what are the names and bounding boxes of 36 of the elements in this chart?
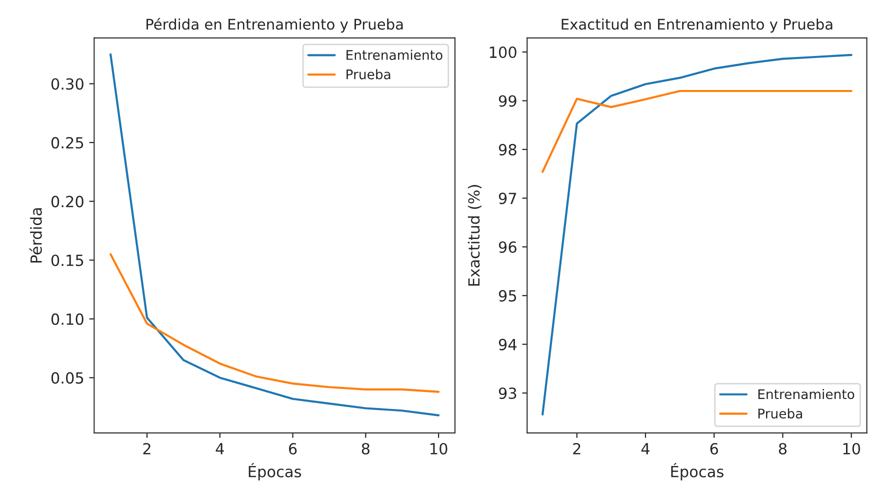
- x-axis-title: Épocas: [671, 463, 724, 480]
- line-series: [110, 253, 440, 393]
- legend-label: Prueba: [758, 408, 802, 419]
- y-tick-label: 97: [498, 192, 516, 204]
- x-tick-label: 8: [362, 442, 370, 455]
- x-tick-label: 6: [288, 442, 297, 455]
- legend-label: Entrenamiento: [346, 50, 442, 60]
- legend-label: Prueba: [346, 69, 390, 80]
- y-tick-label: 94: [498, 338, 517, 350]
- y-tick-label: 0.30: [51, 78, 84, 90]
- y-tick-label: 99: [498, 95, 516, 107]
- x-tick-label: 8: [778, 442, 787, 455]
- line-series: [542, 90, 852, 173]
- x-tick-label: 2: [143, 442, 150, 454]
- x-tick-label: 6: [710, 442, 718, 455]
- y-tick-label: 0.25: [51, 136, 84, 149]
- y-tick-label: 96: [498, 241, 516, 253]
- x-tick-label: 4: [641, 443, 650, 454]
- y-tick-label: 0.20: [51, 196, 84, 208]
- chart-title: Pérdida en Entrenamiento y Prueba: [146, 18, 403, 33]
- x-tick-label: 10: [843, 442, 860, 455]
- y-axis-title: Pérdida: [29, 208, 42, 262]
- y-tick-label: 0.15: [51, 254, 84, 266]
- y-tick-label: 95: [498, 290, 516, 302]
- y-tick-label: 100: [490, 46, 516, 58]
- legend-label: Entrenamiento: [758, 388, 854, 400]
- x-axis-title: Épocas: [248, 463, 302, 480]
- x-tick-label: 4: [216, 443, 224, 454]
- y-tick-label: 0.10: [51, 313, 84, 325]
- y-tick-label: 93: [498, 387, 516, 400]
- x-tick-label: 2: [573, 442, 580, 454]
- y-tick-label: 98: [498, 144, 516, 156]
- chart-title: Exactitud en Entrenamiento y Prueba: [562, 18, 832, 33]
- y-axis-title: Exactitud (%): [468, 185, 482, 286]
- y-tick-label: 0.05: [51, 372, 84, 384]
- x-tick-label: 10: [430, 442, 448, 455]
